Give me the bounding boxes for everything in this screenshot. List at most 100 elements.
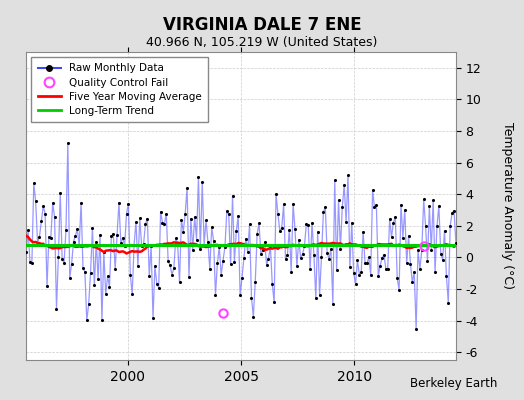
Point <box>446 222 454 229</box>
Point <box>264 256 272 262</box>
Point <box>204 238 212 245</box>
Point <box>234 213 243 219</box>
Point <box>189 246 197 253</box>
Point <box>442 273 451 279</box>
Point <box>228 192 237 199</box>
Point <box>279 201 288 208</box>
Point <box>300 243 309 249</box>
Point <box>359 228 367 235</box>
Point <box>60 259 68 266</box>
Point <box>260 239 269 245</box>
Point <box>126 271 135 278</box>
Point <box>276 228 284 234</box>
Point <box>79 265 87 271</box>
Point <box>164 258 172 264</box>
Point <box>194 174 203 180</box>
Point <box>372 202 380 208</box>
Point <box>425 203 433 210</box>
Point <box>433 223 441 230</box>
Point <box>56 190 64 196</box>
Point <box>347 219 356 226</box>
Point <box>302 221 311 227</box>
Point <box>374 273 383 280</box>
Point <box>215 243 223 250</box>
Point <box>50 214 59 221</box>
Point <box>232 228 241 234</box>
Point <box>68 260 76 267</box>
Point <box>128 291 136 298</box>
Point <box>313 229 322 235</box>
Point <box>310 252 318 258</box>
Point <box>319 209 328 216</box>
Point <box>77 200 85 206</box>
Point <box>353 257 362 264</box>
Point <box>289 200 297 207</box>
Point <box>278 225 286 231</box>
Point <box>173 241 182 247</box>
Point <box>84 301 93 308</box>
Point <box>332 267 341 273</box>
Point <box>66 274 74 281</box>
Point <box>45 234 53 240</box>
Point <box>141 221 150 228</box>
Point <box>420 196 428 203</box>
Point <box>393 274 401 281</box>
Point <box>151 263 159 269</box>
Point <box>171 235 180 242</box>
Point <box>145 272 154 279</box>
Point <box>118 234 127 241</box>
Point <box>352 281 360 287</box>
Point <box>75 242 83 249</box>
Point <box>24 227 32 234</box>
Point <box>378 255 386 261</box>
Point <box>71 233 80 239</box>
Point <box>431 269 439 276</box>
Point <box>124 200 133 207</box>
Point <box>54 254 62 260</box>
Point <box>397 201 405 208</box>
Point <box>179 228 188 235</box>
Point <box>137 243 146 249</box>
Point <box>412 326 420 332</box>
Legend: Raw Monthly Data, Quality Control Fail, Five Year Moving Average, Long-Term Tren: Raw Monthly Data, Quality Control Fail, … <box>31 57 208 122</box>
Point <box>370 204 379 210</box>
Point <box>291 226 299 233</box>
Point <box>350 270 358 276</box>
Point <box>152 281 161 287</box>
Point <box>49 200 57 206</box>
Point <box>391 214 399 220</box>
Point <box>355 271 364 278</box>
Point <box>158 220 167 226</box>
Point <box>283 252 292 258</box>
Point <box>103 273 112 279</box>
Point <box>122 210 130 217</box>
Point <box>325 256 333 262</box>
Point <box>405 232 413 239</box>
Point <box>97 317 106 323</box>
Point <box>386 216 394 222</box>
Point <box>408 279 417 286</box>
Point <box>177 216 185 223</box>
Point <box>329 300 337 307</box>
Point <box>155 284 163 291</box>
Point <box>429 197 438 204</box>
Point <box>304 222 312 229</box>
Point <box>245 221 254 228</box>
Point <box>34 239 42 246</box>
Point <box>166 262 174 268</box>
Point <box>149 315 157 322</box>
Point <box>190 214 199 220</box>
Point <box>147 243 155 250</box>
Point <box>39 203 48 209</box>
Point <box>187 216 195 222</box>
Point <box>340 182 348 188</box>
Point <box>281 256 290 263</box>
Point <box>83 317 91 324</box>
Point <box>452 240 460 246</box>
Point <box>196 246 204 252</box>
Point <box>410 268 419 275</box>
Point <box>444 300 453 306</box>
Point <box>225 211 233 218</box>
Point <box>272 191 280 197</box>
Point <box>323 250 331 256</box>
